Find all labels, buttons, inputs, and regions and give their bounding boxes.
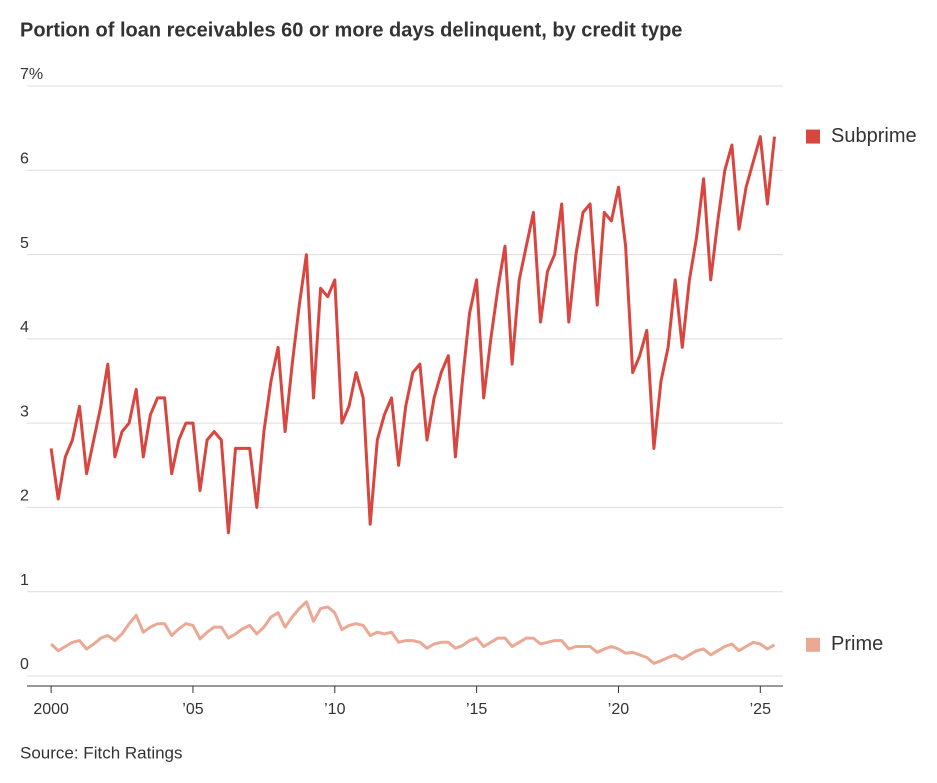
x-tick-label: ’10	[324, 701, 345, 718]
legend-label: Prime	[831, 633, 883, 655]
y-tick-label: 2	[20, 488, 29, 505]
x-tick-label: ’05	[182, 701, 203, 718]
x-tick-label: ’15	[466, 701, 487, 718]
series-line	[50, 600, 776, 665]
y-tick-label: 6	[20, 151, 29, 168]
y-tick-label: 5	[20, 235, 29, 252]
legend-swatch	[806, 129, 820, 144]
legend-swatch	[806, 637, 820, 652]
x-tick-label: ’20	[608, 701, 629, 718]
series-line	[49, 135, 776, 535]
y-tick-label: 7%	[20, 66, 43, 83]
legend-label: Subprime	[831, 125, 917, 147]
y-tick-label: 3	[20, 403, 29, 420]
x-tick-label: 2000	[33, 701, 69, 718]
x-tick-label: ’25	[750, 701, 771, 718]
chart-title: Portion of loan receivables 60 or more d…	[20, 19, 682, 41]
y-tick-label: 4	[20, 319, 29, 336]
y-tick-label: 0	[20, 656, 29, 673]
y-tick-label: 1	[20, 572, 29, 589]
source: Source: Fitch Ratings	[20, 743, 183, 762]
